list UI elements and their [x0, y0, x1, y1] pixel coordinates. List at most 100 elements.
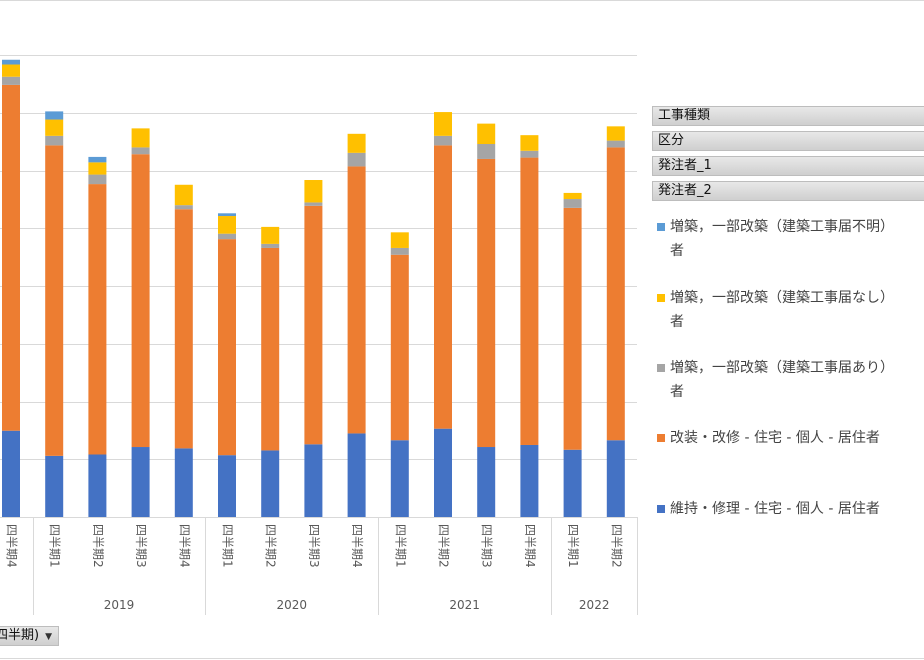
legend-label: 増築，一部改築（建築工事届不明） — [670, 219, 894, 235]
pivot-field-category[interactable]: 区分 — [652, 131, 924, 151]
legend-label: 改装・改修 - 住宅 - 個人 - 居住者 — [670, 430, 880, 446]
bar-segment — [563, 192, 582, 200]
bottom-border — [0, 658, 924, 659]
bar-segment — [520, 157, 539, 445]
legend-item-extension-unknown: 増築，一部改築（建築工事届不明） 者 — [657, 213, 894, 265]
legend-swatch — [657, 505, 665, 513]
x-tick-label: 四半期1 — [221, 524, 235, 568]
bar-segment — [304, 444, 323, 517]
legend-swatch — [657, 294, 665, 302]
bar-segment — [218, 455, 236, 517]
bar-segment — [477, 447, 496, 517]
bar-segment — [390, 440, 409, 517]
pivot-field-construction-type[interactable]: 工事種類 — [652, 106, 924, 126]
bar-segment — [390, 254, 409, 441]
bar-segment — [218, 239, 236, 456]
x-tick-label: 四半期4 — [5, 524, 19, 568]
bar-segment — [606, 140, 625, 148]
year-group-label: 2019 — [104, 598, 135, 612]
pivot-field-orderer-2[interactable]: 発注者_2 — [652, 181, 924, 201]
bar-segment — [45, 135, 64, 146]
bar-segment — [2, 64, 20, 77]
bar-segment — [347, 133, 366, 153]
x-tick-label: 四半期3 — [480, 524, 494, 568]
legend-swatch — [657, 364, 665, 372]
bar-segment — [45, 119, 64, 136]
year-group-label: 2021 — [449, 598, 480, 612]
bar-segment — [174, 448, 193, 517]
year-group-label: 2020 — [277, 598, 308, 612]
bar-segment — [2, 76, 20, 85]
legend-swatch — [657, 434, 665, 442]
bar-segment — [45, 145, 64, 456]
year-group-label: 2022 — [579, 598, 610, 612]
legend-label: 維持・修理 - 住宅 - 個人 - 居住者 — [670, 501, 880, 517]
legend-label-wrap: 者 — [670, 384, 684, 400]
bar-segment — [2, 59, 20, 65]
x-tick-label: 四半期2 — [609, 524, 623, 568]
dropdown-arrow-icon: ▼ — [45, 632, 52, 642]
legend-item-renovation: 改装・改修 - 住宅 - 個人 - 居住者 — [657, 424, 880, 452]
bar-segment — [174, 205, 193, 210]
bar-segment — [304, 202, 323, 206]
x-tick-label: 四半期3 — [134, 524, 148, 568]
bar-segment — [261, 226, 280, 244]
bar-segment — [434, 135, 452, 146]
bar-segment — [45, 111, 64, 120]
legend-item-extension-without-notice: 増築，一部改築（建築工事届なし） 者 — [657, 284, 894, 336]
x-tick-label: 四半期3 — [307, 524, 321, 568]
bar-segment — [218, 213, 236, 217]
bar-segment — [88, 174, 107, 185]
bar-segment — [477, 144, 496, 159]
bar-segment — [88, 184, 107, 455]
bar-segment — [45, 455, 64, 517]
bar-segment — [304, 205, 323, 445]
bar-segment — [563, 207, 582, 450]
bar-segment — [131, 128, 150, 148]
bar-segment — [174, 209, 193, 449]
legend-item-extension-with-notice: 増築，一部改築（建築工事届あり） 者 — [657, 354, 894, 406]
axis-field-dropdown[interactable]: 四半期) ▼ — [0, 626, 59, 646]
bar-segment — [390, 247, 409, 255]
legend-label-wrap: 者 — [670, 243, 684, 259]
x-tick-label: 四半期4 — [523, 524, 537, 568]
legend-swatch — [657, 223, 665, 231]
bar-segment — [520, 150, 539, 158]
bar-segment — [477, 123, 496, 145]
bar-segment — [606, 147, 625, 441]
x-tick-label: 四半期2 — [437, 524, 451, 568]
bar-segment — [347, 433, 366, 517]
bar-segment — [174, 184, 193, 206]
bar-segment — [131, 447, 150, 517]
x-tick-label: 四半期2 — [264, 524, 278, 568]
bar-segment — [261, 450, 280, 517]
bar-segment — [347, 166, 366, 434]
x-tick-label: 四半期1 — [566, 524, 580, 568]
bar-segment — [434, 112, 452, 136]
bar-segment — [434, 145, 452, 429]
bar-segment — [131, 147, 150, 155]
bar-segment — [563, 199, 582, 208]
bar-segment — [434, 428, 452, 517]
bar-segment — [477, 158, 496, 448]
bar-segment — [2, 430, 20, 517]
bar-segment — [520, 135, 539, 151]
bar-segment — [88, 156, 107, 163]
legend-label: 増築，一部改築（建築工事届なし） — [670, 290, 894, 306]
bar-segment — [218, 233, 236, 240]
bar-segment — [606, 440, 625, 517]
bar-segment — [131, 154, 150, 448]
bar-segment — [218, 216, 236, 234]
x-tick-label: 四半期4 — [177, 524, 191, 568]
bar-segment — [2, 84, 20, 431]
bar-segment — [88, 162, 107, 175]
x-tick-label: 四半期2 — [91, 524, 105, 568]
x-tick-label: 四半期4 — [350, 524, 364, 568]
bar-segment — [261, 243, 280, 248]
pivot-field-orderer-1[interactable]: 発注者_1 — [652, 156, 924, 176]
legend-item-maintenance: 維持・修理 - 住宅 - 個人 - 居住者 — [657, 495, 880, 523]
bar-segment — [563, 449, 582, 517]
x-tick-label: 四半期1 — [393, 524, 407, 568]
legend-label-wrap: 者 — [670, 314, 684, 330]
